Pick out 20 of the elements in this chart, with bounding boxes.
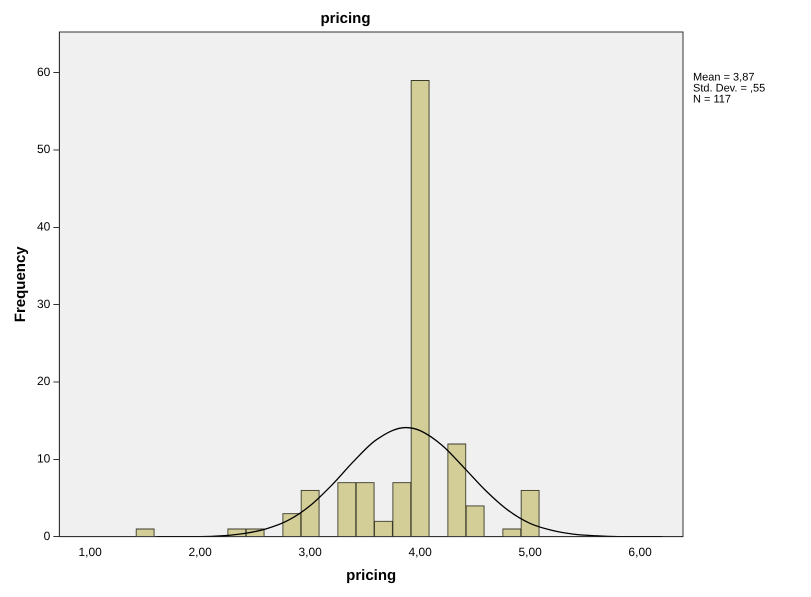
- x-tick-label: 3,00: [298, 545, 322, 560]
- text: Std. Dev. = ,55: [693, 82, 766, 95]
- x-tick-label: 5,00: [518, 545, 542, 560]
- x-tick-label: 1,00: [78, 545, 102, 560]
- text: N = 117: [693, 94, 732, 106]
- chart-title: pricing: [320, 10, 371, 28]
- y-tick-label: 40: [36, 220, 51, 234]
- y-axis-title: Frequency: [12, 246, 30, 322]
- y-tick-label: 0: [44, 528, 51, 543]
- text: Mean = 3,87: [693, 72, 754, 84]
- x-tick-label: 6,00: [628, 545, 652, 560]
- x-tick-label: 2,00: [188, 545, 212, 560]
- y-tick-label: 60: [36, 64, 51, 79]
- line-series: [155, 426, 663, 537]
- x-tick-label: 4,00: [408, 545, 432, 560]
- y-tick-label: 30: [36, 296, 51, 311]
- y-tick-label: 20: [36, 374, 51, 388]
- y-tick-label: 50: [36, 142, 51, 156]
- y-tick-label: 10: [36, 452, 51, 466]
- x-axis-title: pricing: [346, 567, 396, 584]
